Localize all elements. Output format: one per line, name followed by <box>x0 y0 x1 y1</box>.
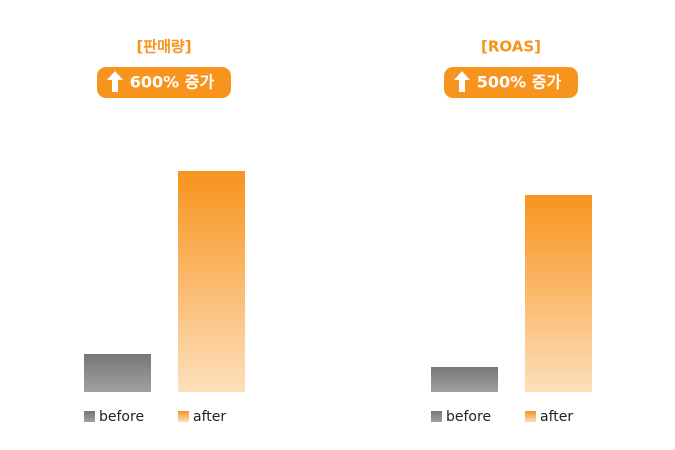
legend-label: before <box>446 409 491 425</box>
bar <box>525 195 592 392</box>
legend-label: after <box>193 409 226 425</box>
arrow-icon <box>454 71 470 92</box>
arrow-icon <box>107 71 123 92</box>
legend-label: before <box>99 409 144 425</box>
chart-title: [ROAS] <box>481 38 541 56</box>
chart-title: [판매량] <box>136 38 191 56</box>
badge-text: 600% 증가 <box>130 73 215 92</box>
badge-bg <box>444 67 578 98</box>
bar <box>431 367 498 392</box>
badge-bg <box>97 67 231 98</box>
badge: 500% 증가 <box>444 67 578 98</box>
legend-swatch <box>84 411 95 422</box>
badge: 600% 증가 <box>97 67 231 98</box>
badge-text: 500% 증가 <box>477 73 562 92</box>
legend-label: after <box>540 409 573 425</box>
legend-swatch <box>178 411 189 422</box>
legend-swatch <box>431 411 442 422</box>
bar <box>178 171 245 392</box>
legend-swatch <box>525 411 536 422</box>
bar <box>84 354 151 392</box>
